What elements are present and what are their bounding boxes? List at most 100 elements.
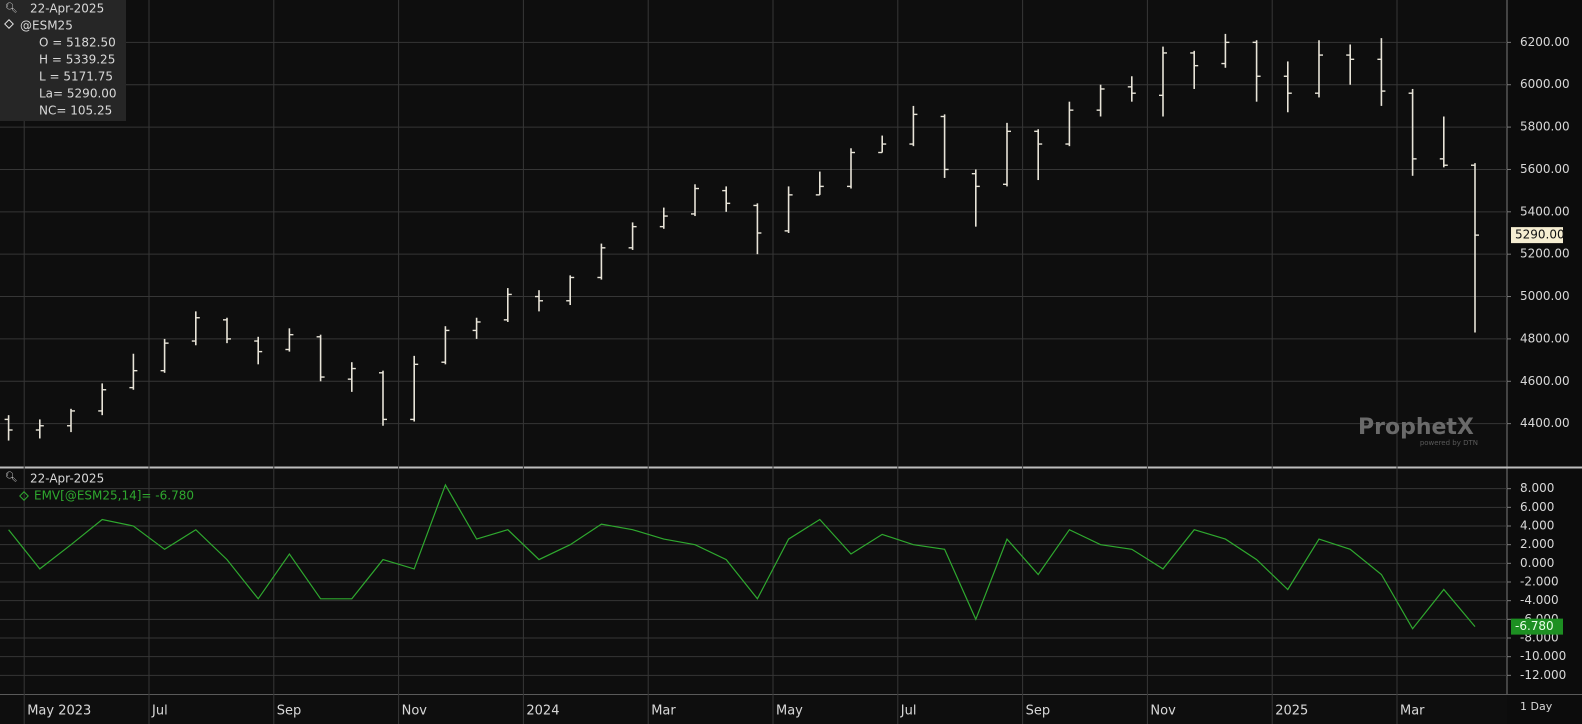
ohlc-bar <box>1065 101 1074 147</box>
ohlc-bar <box>1408 88 1417 176</box>
ohlc-bar <box>784 186 793 233</box>
x-tick-label: Nov <box>402 704 428 719</box>
ohlc-bar <box>1003 122 1011 187</box>
ohlc-bar <box>597 243 606 280</box>
x-tick-label: 2025 <box>1275 704 1308 719</box>
ohlc-bar <box>659 207 668 229</box>
ohlc-bar <box>1377 38 1386 106</box>
ohlc-bar <box>1221 33 1230 68</box>
ohlc-bar <box>1034 129 1043 181</box>
ohlc-bar <box>940 114 949 178</box>
y-tick-label: 6200.00 <box>1520 35 1570 49</box>
ohlc-bar <box>909 105 918 147</box>
x-tick-label: Jul <box>151 704 168 719</box>
watermark-tagline: powered by DTN <box>1420 439 1478 447</box>
ohlc-bar <box>1252 40 1261 102</box>
y-tick-label: 4600.00 <box>1520 374 1570 388</box>
ohlc-bar <box>878 135 887 154</box>
ohlc-bar <box>971 169 980 227</box>
ohlc-bar <box>160 338 169 373</box>
last-value-label: 5290.00 <box>1515 228 1565 242</box>
info-field: L = 5171.75 <box>39 70 113 84</box>
ohlc-bar <box>691 184 699 217</box>
ohlc-bar <box>223 317 231 344</box>
y-tick-label: 2.000 <box>1520 537 1554 551</box>
y-tick-label: 5400.00 <box>1520 204 1570 218</box>
y-tick-label: -2.000 <box>1520 575 1559 589</box>
x-tick-label: 2024 <box>526 704 559 719</box>
ohlc-bar <box>1096 84 1105 117</box>
ohlc-bar <box>347 362 356 392</box>
ohlc-bar <box>503 288 512 322</box>
ohlc-bar <box>815 171 824 196</box>
emv-legend: EMV[@ESM25,14]= -6.780 <box>34 489 194 503</box>
y-tick-label: 4400.00 <box>1520 416 1570 430</box>
zoom-icon: 🔍︎ <box>5 471 18 483</box>
ohlc-bar <box>4 415 13 441</box>
y-tick-label: 6.000 <box>1520 500 1554 514</box>
interval[interactable]: 1 Day <box>1520 700 1553 713</box>
ohlc-bar <box>722 186 731 212</box>
info-field: O = 5182.50 <box>39 36 116 50</box>
info-field: NC= 105.25 <box>39 104 112 118</box>
emv-diamond <box>19 491 29 501</box>
ohlc-bar <box>1471 163 1479 333</box>
lower-date: 22-Apr-2025 <box>30 472 104 486</box>
last-value-tag <box>1511 227 1563 244</box>
y-tick-label: 5200.00 <box>1520 247 1570 261</box>
ohlc-bar <box>129 353 138 390</box>
ohlc-bar <box>753 203 762 255</box>
last-value-tag <box>1511 618 1563 635</box>
y-tick-label: 4800.00 <box>1520 331 1570 345</box>
y-tick-label: 8.000 <box>1520 481 1554 495</box>
x-tick-label: May <box>776 704 803 719</box>
y-tick-label: 6000.00 <box>1520 77 1570 91</box>
y-tick-label: -4.000 <box>1520 593 1559 607</box>
ohlc-bar <box>566 275 575 306</box>
ohlc-bar <box>316 334 325 382</box>
ohlc-bar <box>191 311 200 346</box>
last-value-label: -6.780 <box>1515 619 1554 633</box>
y-tick-label: -12.000 <box>1520 668 1566 682</box>
ohlc-bar <box>1159 46 1167 117</box>
ohlc-bar <box>1439 116 1448 168</box>
y-tick-label: 4.000 <box>1520 519 1554 533</box>
x-tick-label: May 2023 <box>27 704 91 719</box>
info-field: La= 5290.00 <box>39 87 117 101</box>
info-field: H = 5339.25 <box>39 53 115 67</box>
ohlc-bar <box>441 326 450 365</box>
ohlc-bar <box>379 370 387 426</box>
info-date: 22-Apr-2025 <box>30 2 104 16</box>
grid <box>0 0 1507 724</box>
ohlc-bar <box>35 419 44 439</box>
x-tick-label: Mar <box>651 704 676 719</box>
watermark-brand: ProphetX <box>1358 415 1474 440</box>
ohlc-bar <box>1346 44 1355 85</box>
ohlc-bar <box>98 383 107 416</box>
marks <box>4 33 1479 630</box>
ohlc-bar <box>628 222 637 250</box>
x-tick-label: Nov <box>1150 704 1176 719</box>
x-tick-label: Jul <box>900 704 917 719</box>
ohlc-bar <box>535 290 543 312</box>
ohlc-bar <box>67 408 75 433</box>
zoom-icon: 🔍︎ <box>5 2 18 14</box>
ohlc-bar <box>410 355 419 422</box>
ohlc-bar <box>1283 61 1292 113</box>
ohlc-bar <box>254 336 263 365</box>
info-symbol: @ESM25 <box>20 19 73 33</box>
axis-strip <box>1507 0 1582 724</box>
y-tick-label: 5600.00 <box>1520 162 1570 176</box>
info-fields: O = 5182.50 H = 5339.25 L = 5171.75 La= 529… <box>39 36 117 118</box>
ohlc-bar <box>1315 40 1323 98</box>
y-tick-label: 0.000 <box>1520 556 1554 570</box>
y-tick-label: 5000.00 <box>1520 289 1570 303</box>
y-tick-label: -10.000 <box>1520 649 1566 663</box>
ohlc-bar <box>1127 76 1136 102</box>
ohlc-bar <box>472 317 481 339</box>
ohlc-bar <box>1190 50 1199 89</box>
info-box <box>0 0 126 121</box>
